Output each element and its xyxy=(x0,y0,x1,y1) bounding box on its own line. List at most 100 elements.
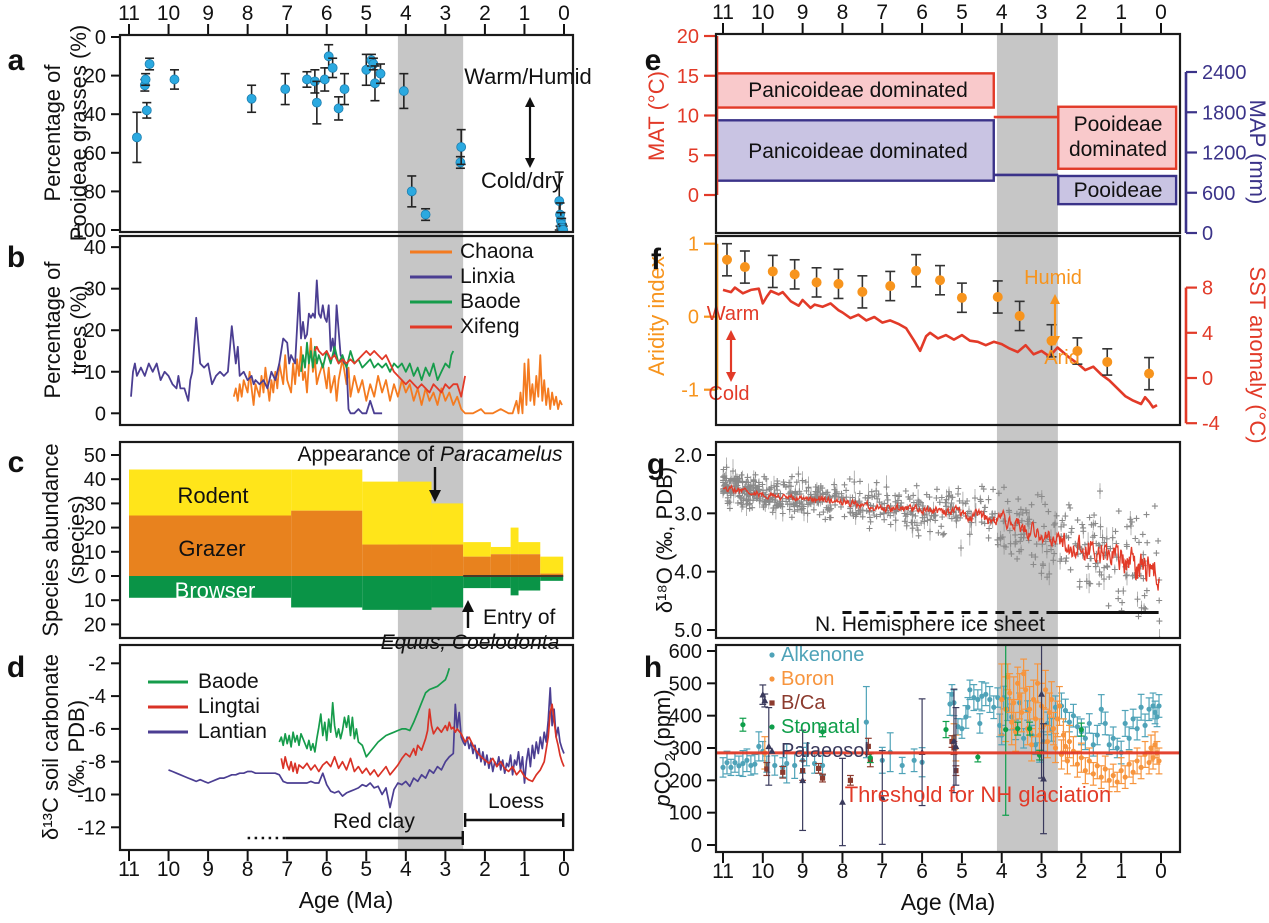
pooideae-dominated-label-1: Pooideae xyxy=(1074,113,1163,136)
alkenone-point xyxy=(1106,742,1112,748)
age-axis-tick-label: 11 xyxy=(712,1,734,24)
y-tick-label: 20 xyxy=(84,66,106,88)
boron-point xyxy=(1015,680,1021,686)
age-axis-tick-label: 5 xyxy=(360,858,372,881)
y-tick-label: 30 xyxy=(84,493,106,515)
paracamelus-arrowhead xyxy=(429,490,441,502)
boron-point xyxy=(1122,774,1128,780)
boron-point xyxy=(1082,768,1088,774)
age-axis-tick-label: 8 xyxy=(837,1,849,24)
palaeosol-point xyxy=(1040,775,1047,782)
alkenone-point xyxy=(1122,720,1128,727)
age-axis-tick-label: 6 xyxy=(916,1,928,24)
bca-point xyxy=(815,765,822,771)
age-axis-tick-label: 9 xyxy=(202,2,214,25)
boron-point xyxy=(1094,763,1100,769)
stomatal-point xyxy=(975,754,981,760)
y-tick-label: -8 xyxy=(88,752,106,774)
panel-letter-g: g xyxy=(647,448,665,481)
x-axis-title-left: Age (Ma) xyxy=(299,887,394,913)
data-line xyxy=(278,667,451,758)
data-line xyxy=(130,279,383,415)
age-axis-tick-label: 9 xyxy=(797,860,809,883)
pooideae-point xyxy=(319,74,330,85)
y-tick-label: -10 xyxy=(77,785,106,807)
alkenone-point xyxy=(772,762,778,769)
grazer-band xyxy=(463,556,491,576)
alkenone-point xyxy=(1044,720,1051,727)
boron-point xyxy=(1054,716,1061,722)
pooideae-point xyxy=(311,97,322,108)
y-tick-label: 3.0 xyxy=(674,503,702,525)
panel-d-ylabel-line2: (‰, PDB) xyxy=(64,700,89,794)
stomatal-point xyxy=(819,729,826,735)
bca-point xyxy=(780,769,786,775)
panel-d-data xyxy=(168,667,565,809)
boron-point xyxy=(1005,674,1011,680)
age-axis-tick-label: 8 xyxy=(242,2,254,25)
panel-letter-c: c xyxy=(8,446,25,479)
age-axis-tick-label: 8 xyxy=(837,860,849,883)
alkenone-point xyxy=(1114,745,1120,751)
y-tick-label: -2 xyxy=(88,653,106,675)
alkenone-point xyxy=(724,759,730,766)
age-axis-tick-label: 11 xyxy=(712,860,734,883)
y-tick-label: -12 xyxy=(77,817,106,839)
age-axis-tick-label: 2 xyxy=(479,858,491,881)
rodent-band xyxy=(362,481,432,545)
boron-point xyxy=(1052,745,1059,751)
pooideae-point xyxy=(141,105,152,116)
pooideae-point xyxy=(398,86,409,96)
alkenone-point xyxy=(720,764,726,771)
palaeosol-point xyxy=(761,696,769,704)
alkenone-point xyxy=(1090,742,1096,748)
rodent-band xyxy=(431,503,464,545)
legend-label-lantian: Lantian xyxy=(198,720,267,743)
alkenone-point xyxy=(1094,732,1100,738)
rodent-band xyxy=(540,556,564,574)
legend-label-linxia: Linxia xyxy=(460,265,515,288)
panel-h-data: Threshold for NH glaciation xyxy=(717,646,1179,847)
panel-a-ylabel-line1: Percentage of xyxy=(40,64,65,202)
boron-point xyxy=(1118,768,1124,774)
legend-label-xifeng: Xifeng xyxy=(460,315,520,338)
panel-d-frame xyxy=(118,643,575,852)
y-tick-label: 10 xyxy=(84,542,106,564)
y-tick-label: 10 xyxy=(84,590,106,612)
browser-band xyxy=(362,576,432,610)
grazer-band xyxy=(362,544,432,576)
sst-tick-label: 4 xyxy=(1202,323,1213,345)
boron-point xyxy=(1074,761,1080,767)
alkenone-point xyxy=(1032,742,1039,748)
mat-range-box xyxy=(717,72,995,109)
age-axis-tick-label: 4 xyxy=(400,858,412,881)
panel-letter-d: d xyxy=(7,651,25,684)
stomatal-point xyxy=(1078,726,1084,733)
boron-point xyxy=(1007,690,1013,696)
aridity-point xyxy=(911,265,922,276)
panel-d-ylabel-line1: δ¹³C soil carbonate xyxy=(38,654,63,840)
map-range-box xyxy=(1057,174,1178,206)
legend-marker-boron xyxy=(769,676,775,682)
pooideae-point xyxy=(339,84,350,95)
palaeosol-point xyxy=(799,776,807,784)
pooideae-point xyxy=(323,51,334,62)
alkenone-point xyxy=(736,763,742,769)
y-tick-label: 40 xyxy=(84,469,106,491)
boron-point xyxy=(1090,771,1096,777)
age-axis-tick-label: 6 xyxy=(321,858,333,881)
palaeosol-point xyxy=(1038,690,1045,697)
age-axis-tick-label: 0 xyxy=(1155,1,1167,24)
y-tick-label: 4.0 xyxy=(674,562,702,584)
arrowhead-up xyxy=(726,330,736,340)
boron-point xyxy=(999,696,1005,703)
legend-label-baode: Baode xyxy=(198,670,259,693)
mat-tick-label: 20 xyxy=(677,26,699,48)
aridity-tick-label: 0 xyxy=(688,307,699,329)
panel-a-ylabel-line2: Pooideae grasses (%) xyxy=(66,25,91,241)
browser-band xyxy=(129,576,292,598)
boron-point xyxy=(1152,742,1158,748)
alkenone-point xyxy=(740,760,746,767)
boron-point xyxy=(1138,764,1144,771)
